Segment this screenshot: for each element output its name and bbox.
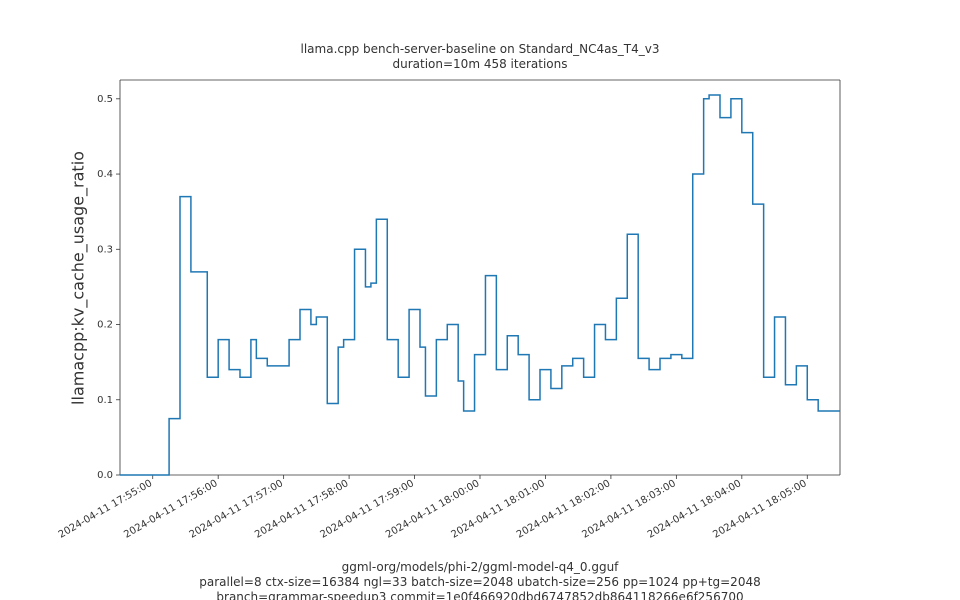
chart-svg: 0.00.10.20.30.40.52024-04-11 17:55:00202… [120,80,840,475]
ytick-label: 0.0 [97,470,113,481]
footer-commit: branch=grammar-speedup3 commit=1e0f46692… [0,590,960,600]
footer-params: parallel=8 ctx-size=16384 ngl=33 batch-s… [0,575,960,590]
title-line-1: llama.cpp bench-server-baseline on Stand… [301,42,660,56]
chart-title: llama.cpp bench-server-baseline on Stand… [0,42,960,72]
title-line-2: duration=10m 458 iterations [393,57,568,71]
ytick-label: 0.5 [97,94,113,105]
ytick-label: 0.2 [97,320,113,331]
figure: llama.cpp bench-server-baseline on Stand… [0,0,960,600]
ytick-label: 0.3 [97,244,113,255]
plot-area: 0.00.10.20.30.40.52024-04-11 17:55:00202… [120,80,840,475]
ytick-label: 0.4 [97,169,113,180]
y-axis-label: llamacpp:kv_cache_usage_ratio [69,151,88,405]
footer-model: ggml-org/models/phi-2/ggml-model-q4_0.gg… [0,560,960,575]
ytick-label: 0.1 [97,395,113,406]
series-line [120,95,840,475]
